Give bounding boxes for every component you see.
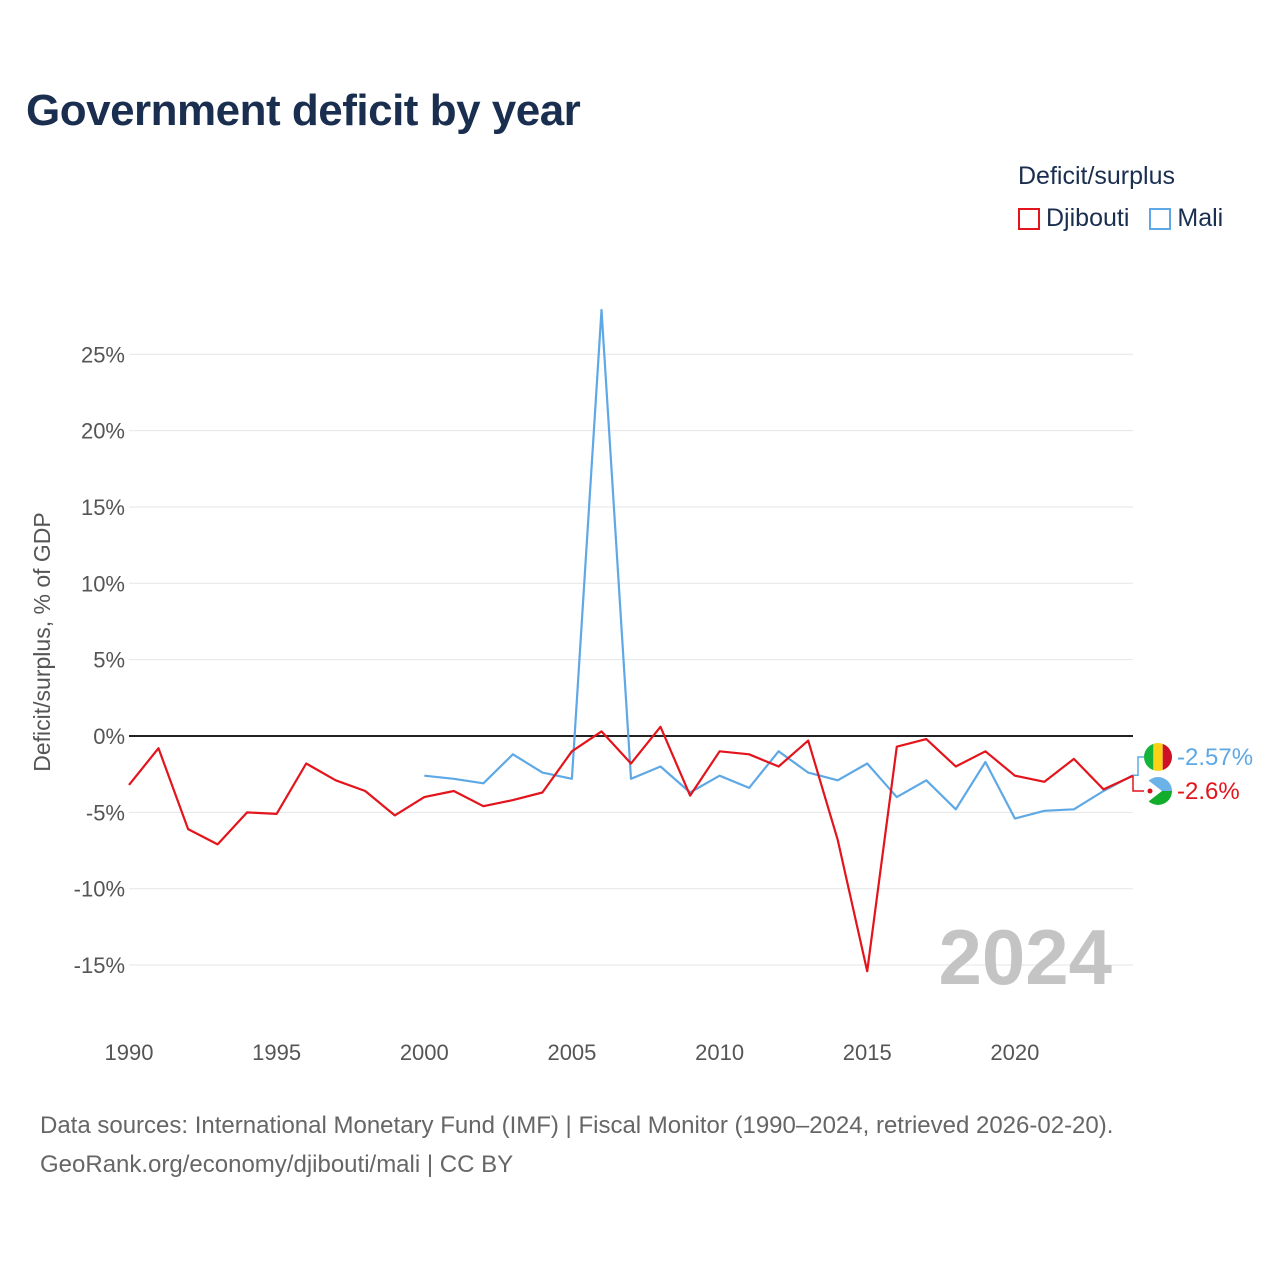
legend-item-djibouti[interactable]: Djibouti — [1018, 204, 1129, 233]
y-tick-label: -15% — [74, 953, 125, 978]
y-tick-label: 25% — [81, 342, 125, 367]
mali-flag-icon — [1144, 743, 1172, 771]
x-tick-label: 2005 — [547, 1040, 596, 1065]
y-tick-label: -10% — [74, 877, 125, 902]
x-axis-ticks: 1990 1995 2000 2005 2010 2015 2020 — [105, 1040, 1040, 1065]
legend-label-djibouti: Djibouti — [1046, 204, 1130, 232]
legend-swatch-djibouti — [1018, 207, 1040, 230]
chart-title: Government deficit by year — [26, 86, 581, 135]
series-lines — [128, 308, 1134, 973]
y-tick-label: 15% — [81, 495, 125, 520]
x-tick-label: 2020 — [990, 1040, 1039, 1065]
x-tick-label: 2000 — [400, 1040, 449, 1065]
year-watermark: 2024 — [938, 913, 1112, 1001]
end-markers: -2.57% -2.6% — [1132, 743, 1253, 805]
y-axis-label: Deficit/surplus, % of GDP — [29, 512, 55, 771]
source-line-1: Data sources: International Monetary Fun… — [40, 1112, 1114, 1139]
connector-djibouti — [1132, 775, 1144, 792]
source-line-2[interactable]: GeoRank.org/economy/djibouti/mali | CC B… — [40, 1151, 514, 1178]
y-tick-label: 0% — [93, 724, 125, 749]
x-tick-label: 1990 — [105, 1040, 154, 1065]
connector-mali — [1133, 756, 1144, 776]
line-chart: 25% 20% 15% 10% 5% 0% -5% -10% -15% 1990 1995 2000… — [29, 308, 1253, 1065]
grid-lines — [129, 353, 1133, 966]
djibouti-flag-icon — [1144, 777, 1172, 805]
legend-title: Deficit/surplus — [1018, 162, 1175, 190]
legend: Djibouti Mali — [1018, 204, 1243, 233]
legend-label-mali: Mali — [1177, 204, 1224, 232]
x-tick-label: 2010 — [695, 1040, 744, 1065]
x-tick-label: 2015 — [843, 1040, 892, 1065]
series-line-djibouti — [128, 725, 1134, 973]
y-tick-label: 10% — [81, 571, 125, 596]
y-axis-ticks: 25% 20% 15% 10% 5% 0% -5% -10% -15% — [74, 342, 125, 978]
y-tick-label: 20% — [81, 419, 125, 444]
legend-swatch-mali — [1149, 207, 1172, 230]
x-tick-label: 1995 — [252, 1040, 301, 1065]
legend-item-mali[interactable]: Mali — [1149, 204, 1223, 233]
end-label-mali: -2.57% — [1177, 744, 1253, 771]
end-label-djibouti: -2.6% — [1177, 778, 1240, 805]
y-tick-label: 5% — [93, 648, 125, 673]
series-line-mali — [424, 308, 1134, 820]
y-tick-label: -5% — [86, 800, 125, 825]
data-source-note: Data sources: International Monetary Fun… — [40, 1106, 1113, 1184]
